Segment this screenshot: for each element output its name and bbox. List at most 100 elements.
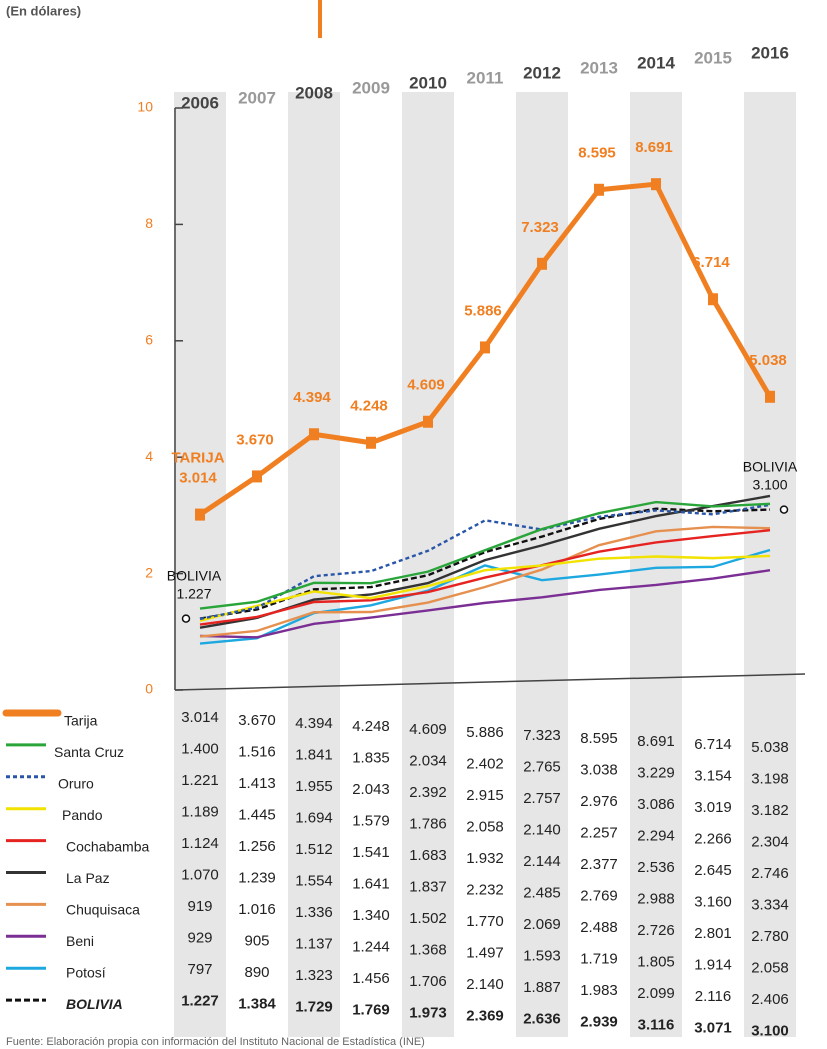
table-cell: 1.769 xyxy=(352,1001,390,1018)
point-marker xyxy=(366,436,376,449)
table-cell: 2.536 xyxy=(637,859,675,876)
annotation: BOLIVIA xyxy=(167,567,222,583)
table-cell: 2.116 xyxy=(695,988,731,1005)
series-line xyxy=(199,503,771,621)
table-cell: 2.939 xyxy=(580,1013,618,1030)
table-cell: 2.765 xyxy=(523,758,561,775)
point-marker xyxy=(765,390,775,403)
table-cell: 3.100 xyxy=(751,1022,789,1039)
endpoint-marker xyxy=(181,614,191,623)
table-cell: 2.485 xyxy=(523,884,561,901)
data-label: 1.227 xyxy=(176,585,211,601)
annotation: BOLIVIA xyxy=(743,458,798,474)
data-label: 5.886 xyxy=(464,302,502,319)
annotation: TARIJA xyxy=(171,450,224,467)
table-cell: 2.488 xyxy=(580,919,618,936)
point-marker xyxy=(309,428,319,441)
table-cell: 3.182 xyxy=(751,802,789,819)
point-marker xyxy=(195,508,205,521)
series-line xyxy=(199,507,771,620)
point-marker xyxy=(708,293,718,306)
table-cell: 2.645 xyxy=(694,862,732,879)
table-cell: 919 xyxy=(187,898,212,915)
table-cell: 1.841 xyxy=(295,746,333,763)
table-cell: 1.227 xyxy=(181,992,219,1009)
table-cell: 2.034 xyxy=(409,752,447,769)
table-cell: 3.154 xyxy=(694,767,732,784)
x-tick-label: 2009 xyxy=(352,78,390,97)
table-cell: 2.257 xyxy=(580,824,618,841)
series-line xyxy=(199,569,771,639)
data-label: 6.714 xyxy=(692,254,730,271)
y-tick-label: 6 xyxy=(145,332,153,348)
table-cell: 1.445 xyxy=(238,806,276,823)
table-cell: 2.726 xyxy=(637,922,675,939)
table-cell: 1.932 xyxy=(466,850,504,867)
table-cell: 1.683 xyxy=(409,847,447,864)
table-cell: 3.086 xyxy=(637,796,675,813)
y-tick-label: 2 xyxy=(145,564,153,580)
table-cell: 2.976 xyxy=(580,793,618,810)
data-label: 7.323 xyxy=(521,219,559,236)
table-cell: 3.670 xyxy=(238,712,276,729)
table-cell: 1.983 xyxy=(580,982,618,999)
legend-label: La Paz xyxy=(66,870,110,886)
table-cell: 1.805 xyxy=(637,953,675,970)
point-marker xyxy=(252,470,262,483)
table-cell: 2.140 xyxy=(523,821,561,838)
plot: 0 2 4 6 8 10 3.014 3.670 4.394 4.248 4.609 5.886 7.3… xyxy=(137,99,806,697)
legend-label: Pando xyxy=(62,807,103,823)
endpoint-marker xyxy=(779,505,789,514)
table-cell: 5.038 xyxy=(751,739,789,756)
x-tick-label: 2011 xyxy=(467,68,504,87)
table-cell: 1.593 xyxy=(523,947,561,964)
table-cell: 1.641 xyxy=(352,875,390,892)
table-cell: 929 xyxy=(187,929,212,946)
table-cell: 2.988 xyxy=(637,890,675,907)
table-cell: 6.714 xyxy=(694,736,732,753)
table-cell: 2.406 xyxy=(751,991,789,1008)
table-cell: 2.304 xyxy=(751,833,789,850)
x-tick-label: 2013 xyxy=(580,58,618,77)
table-cell: 1.837 xyxy=(409,878,447,895)
table-cell: 1.770 xyxy=(466,913,504,930)
table-cell: 1.706 xyxy=(409,973,447,990)
table-cell: 1.512 xyxy=(295,841,333,858)
column-band xyxy=(288,92,340,1037)
table-cell: 1.516 xyxy=(238,743,276,760)
table-cell: 1.400 xyxy=(181,740,219,757)
chart-subtitle: (En dólares) xyxy=(6,3,81,18)
table-cell: 2.232 xyxy=(466,881,504,898)
data-label: 4.394 xyxy=(293,389,331,406)
data-label: 4.248 xyxy=(350,398,388,415)
table-cell: 3.071 xyxy=(694,1019,732,1036)
table-cell: 2.266 xyxy=(694,830,732,847)
legend-label: Potosí xyxy=(66,965,106,981)
table-cell: 2.636 xyxy=(523,1010,561,1027)
table-cell: 1.502 xyxy=(409,910,447,927)
data-label: 3.670 xyxy=(236,431,274,448)
table-cell: 2.140 xyxy=(466,976,504,993)
x-axis xyxy=(174,673,806,691)
table-cell: 1.137 xyxy=(295,935,333,952)
series-line xyxy=(199,525,771,638)
table-cell: 2.144 xyxy=(523,853,561,870)
table-cell: 5.886 xyxy=(466,724,504,741)
table-cell: 7.323 xyxy=(523,727,561,744)
table-cell: 4.394 xyxy=(295,715,333,732)
y-tick-label: 4 xyxy=(145,448,153,464)
table-cell: 1.384 xyxy=(238,995,276,1012)
table-cell: 3.229 xyxy=(637,764,675,781)
table-cell: 1.239 xyxy=(238,869,276,886)
table-cell: 2.769 xyxy=(580,887,618,904)
table-cell: 1.456 xyxy=(352,970,390,987)
table-cell: 1.016 xyxy=(238,901,276,918)
table-cell: 8.691 xyxy=(637,733,675,750)
table-cell: 2.377 xyxy=(580,856,618,873)
table-cell: 3.160 xyxy=(694,893,732,910)
series-line xyxy=(199,554,771,622)
y-tick-label: 0 xyxy=(145,681,153,697)
point-marker xyxy=(480,341,490,354)
legend-label: Oruro xyxy=(58,776,94,792)
table-cell: 2.369 xyxy=(466,1007,504,1024)
